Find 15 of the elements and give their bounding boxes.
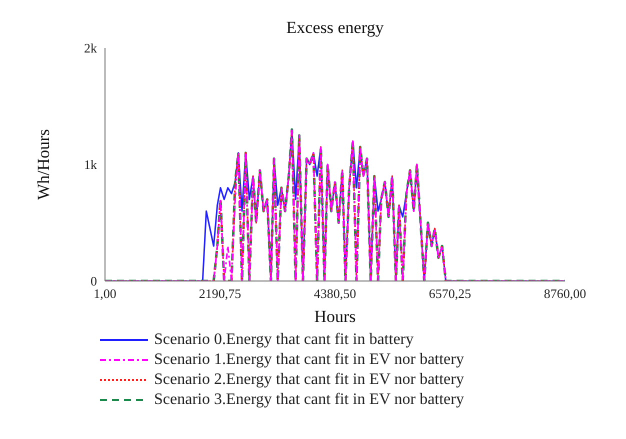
x-tick-label: 2190,75 — [198, 286, 242, 302]
y-tick-label: 1k — [84, 157, 98, 172]
legend-label: Scenario 1.Energy that cant fit in EV nor battery — [154, 351, 464, 369]
legend-label: Scenario 3.Energy that cant fit in EV nor battery — [154, 391, 464, 409]
legend-label: Scenario 2.Energy that cant fit in EV nor battery — [154, 371, 464, 389]
y-axis-title: Wh/Hours — [34, 129, 54, 200]
y-tick-label: 2k — [84, 40, 98, 56]
x-tick-label: 1,00 — [94, 286, 116, 302]
x-axis-title: Hours — [314, 307, 356, 326]
legend-label: Scenario 0.Energy that cant fit in battery — [154, 331, 414, 349]
x-tick-label: 4380,50 — [314, 286, 356, 302]
chart-title: Excess energy — [285, 18, 385, 38]
y-tick-label: 0 — [90, 274, 97, 289]
x-tick-label: 8760,00 — [544, 286, 586, 302]
x-tick-label: 6570,25 — [428, 286, 472, 302]
